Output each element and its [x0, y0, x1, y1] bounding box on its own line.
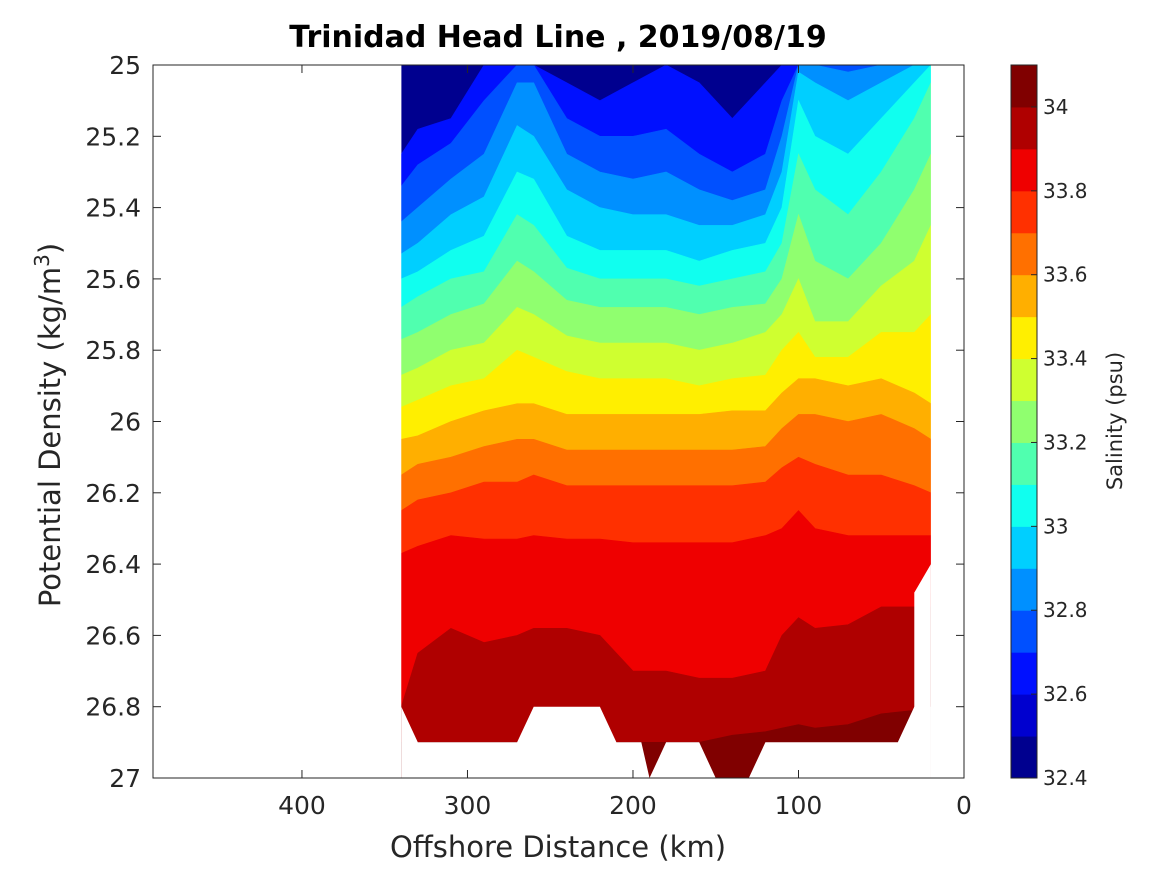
nodata-mask-offshore — [153, 65, 402, 778]
y-tick-label: 25 — [109, 51, 141, 80]
colorbar: 32.4 32.6 32.8 33 33.2 33.4 33.6 33.8 34 — [1010, 64, 1088, 790]
colorbar-tick-label: 33 — [1043, 514, 1068, 538]
colorbar-segment — [1011, 316, 1037, 360]
chart-title: Trinidad Head Line , 2019/08/19 — [289, 20, 826, 55]
colorbar-tick-label: 33.2 — [1043, 430, 1088, 454]
y-tick-label: 27 — [109, 764, 141, 793]
colorbar-segment — [1011, 568, 1037, 611]
colorbar-tick-label: 34 — [1043, 95, 1068, 119]
y-tick-label: 25.6 — [85, 265, 141, 294]
nodata-mask-corner — [914, 564, 931, 778]
y-axis-label-main: Potential Density (kg/m — [33, 267, 67, 607]
colorbar-tick-label: 32.4 — [1043, 766, 1088, 790]
colorbar-segment — [1011, 358, 1037, 402]
colorbar-segment — [1011, 148, 1037, 192]
colorbar-segment — [1011, 65, 1037, 108]
y-tick-label: 25.2 — [85, 122, 141, 151]
y-axis-label: Potential Density (kg/m3) — [30, 243, 67, 607]
y-axis-label-superscript: 3 — [30, 254, 54, 267]
y-tick-label: 26.6 — [85, 621, 141, 650]
x-tick-label: 200 — [609, 791, 657, 820]
y-tick-label: 26.4 — [85, 550, 141, 579]
y-axis-label-end: ) — [33, 243, 67, 254]
colorbar-label: Salinity (psu) — [1103, 352, 1127, 490]
colorbar-segment — [1011, 694, 1037, 737]
colorbar-segment — [1011, 106, 1037, 150]
colorbar-segment — [1011, 484, 1037, 527]
y-tick-label: 26.8 — [85, 693, 141, 722]
y-tick-label: 26 — [109, 408, 141, 437]
colorbar-segment — [1011, 274, 1037, 318]
x-tick-label: 0 — [956, 791, 972, 820]
colorbar-segment — [1011, 652, 1037, 695]
x-tick-label: 300 — [444, 791, 492, 820]
colorbar-segment — [1011, 736, 1037, 779]
x-tick-label: 100 — [775, 791, 823, 820]
x-tick-label: 400 — [278, 791, 326, 820]
data-mask-layer — [153, 65, 964, 778]
colorbar-frame — [1010, 64, 1038, 779]
colorbar-segment — [1011, 400, 1037, 443]
colorbar-tick-label: 33.8 — [1043, 179, 1088, 203]
colorbar-segment — [1011, 190, 1037, 234]
y-tick-label: 25.4 — [85, 194, 141, 223]
colorbar-tick-label: 33.4 — [1043, 347, 1088, 371]
y-tick-label: 26.2 — [85, 479, 141, 508]
nodata-mask-bottom — [401, 706, 931, 778]
colorbar-segment — [1011, 610, 1037, 653]
contour-layer — [401, 65, 932, 778]
colorbar-segment — [1011, 526, 1037, 569]
y-axis-ticks: 25 25.2 25.4 25.6 25.8 26 26.2 26.4 26.6 26.8 27 — [85, 51, 964, 793]
y-tick-label: 25.8 — [85, 336, 141, 365]
colorbar-tick-label: 32.8 — [1043, 598, 1088, 622]
x-axis-label: Offshore Distance (km) — [390, 830, 726, 864]
colorbar-segment — [1011, 232, 1037, 276]
colorbar-segment — [1011, 442, 1037, 485]
x-axis-ticks: 400 300 200 100 0 — [278, 65, 972, 820]
colorbar-tick-label: 32.6 — [1043, 682, 1088, 706]
colorbar-tick-label: 33.6 — [1043, 263, 1088, 287]
